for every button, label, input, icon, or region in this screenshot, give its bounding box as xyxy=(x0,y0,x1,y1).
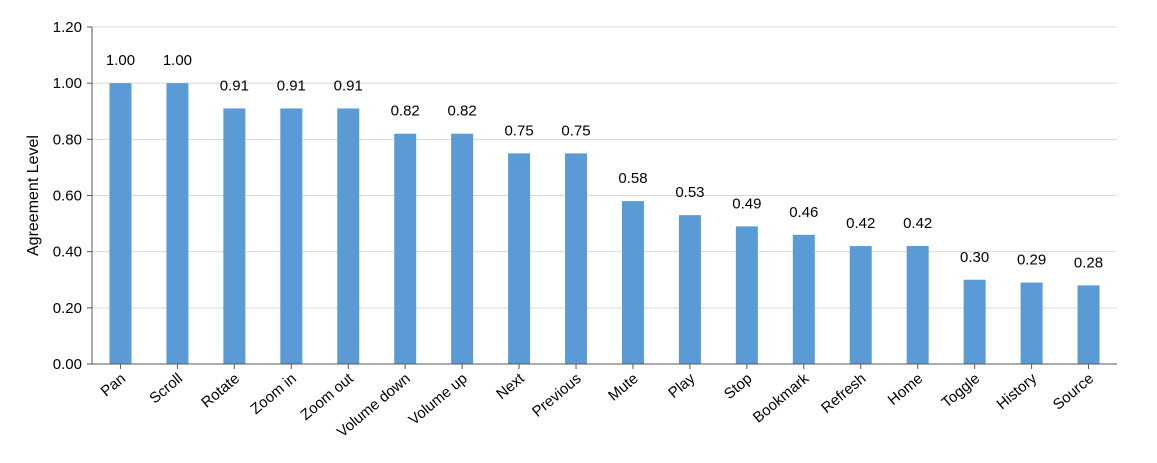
category-label: Refresh xyxy=(818,370,869,417)
category-label: Previous xyxy=(529,370,585,421)
data-label: 1.00 xyxy=(163,52,192,69)
y-tick-label: 1.20 xyxy=(53,19,82,36)
category-label: Zoom in xyxy=(247,370,299,418)
y-axis-ticks: 0.00 0.20 0.40 0.60 0.80 1.00 1.20 xyxy=(53,19,92,373)
category-label: Play xyxy=(665,370,699,402)
y-tick-label: 0.80 xyxy=(53,131,82,148)
category-label: Bookmark xyxy=(750,370,813,427)
y-tick-label: 0.40 xyxy=(53,244,82,261)
bar xyxy=(166,83,189,365)
data-label: 0.91 xyxy=(220,77,249,94)
y-axis-title: Agreement Level xyxy=(25,135,42,256)
data-label: 0.82 xyxy=(448,103,477,120)
y-tick-label: 1.00 xyxy=(53,75,82,92)
data-label: 0.91 xyxy=(334,77,363,94)
data-label: 0.49 xyxy=(732,195,761,212)
category-label: Home xyxy=(885,370,927,409)
bar xyxy=(565,153,588,364)
bar xyxy=(963,279,986,364)
category-label: Volume up xyxy=(405,370,470,429)
bar xyxy=(1077,285,1100,364)
data-label: 1.00 xyxy=(106,52,135,69)
category-label: Mute xyxy=(605,370,641,404)
data-label: 0.28 xyxy=(1074,254,1103,271)
bar xyxy=(223,108,246,364)
bar xyxy=(906,246,929,364)
bar xyxy=(735,226,758,364)
bar xyxy=(280,108,303,364)
y-tick-label: 0.00 xyxy=(53,356,82,373)
data-label: 0.82 xyxy=(391,103,420,120)
category-label: Pan xyxy=(98,370,129,400)
y-tick-label: 0.20 xyxy=(53,300,82,317)
bar xyxy=(451,133,474,364)
data-label: 0.30 xyxy=(960,249,989,266)
bar xyxy=(621,201,644,364)
data-label: 0.75 xyxy=(561,122,590,139)
data-label: 0.58 xyxy=(618,170,647,187)
data-label: 0.46 xyxy=(789,204,818,221)
bar xyxy=(792,234,815,364)
bar xyxy=(109,83,132,365)
data-label: 0.42 xyxy=(903,215,932,232)
category-label: History xyxy=(993,370,1040,413)
data-label: 0.91 xyxy=(277,77,306,94)
category-label: Scroll xyxy=(146,370,186,407)
bar xyxy=(394,133,417,364)
data-label: 0.42 xyxy=(846,215,875,232)
category-label: Rotate xyxy=(198,370,243,411)
data-label: 0.53 xyxy=(675,184,704,201)
category-label: Stop xyxy=(721,370,756,403)
bar xyxy=(1020,282,1043,364)
grid-lines xyxy=(92,26,1117,309)
bar xyxy=(678,215,701,364)
data-label: 0.29 xyxy=(1017,252,1046,269)
bars xyxy=(109,83,1100,365)
bar xyxy=(337,108,360,364)
category-label: Source xyxy=(1050,370,1097,414)
bar xyxy=(508,153,531,364)
data-label: 0.75 xyxy=(504,122,533,139)
y-tick-label: 0.60 xyxy=(53,188,82,205)
category-label: Next xyxy=(493,370,528,403)
category-label: Toggle xyxy=(938,370,983,411)
bar xyxy=(849,246,872,364)
data-labels: 1.00 1.00 0.91 0.91 0.91 0.82 0.82 0.75 0.75 0.58… xyxy=(106,52,1103,271)
